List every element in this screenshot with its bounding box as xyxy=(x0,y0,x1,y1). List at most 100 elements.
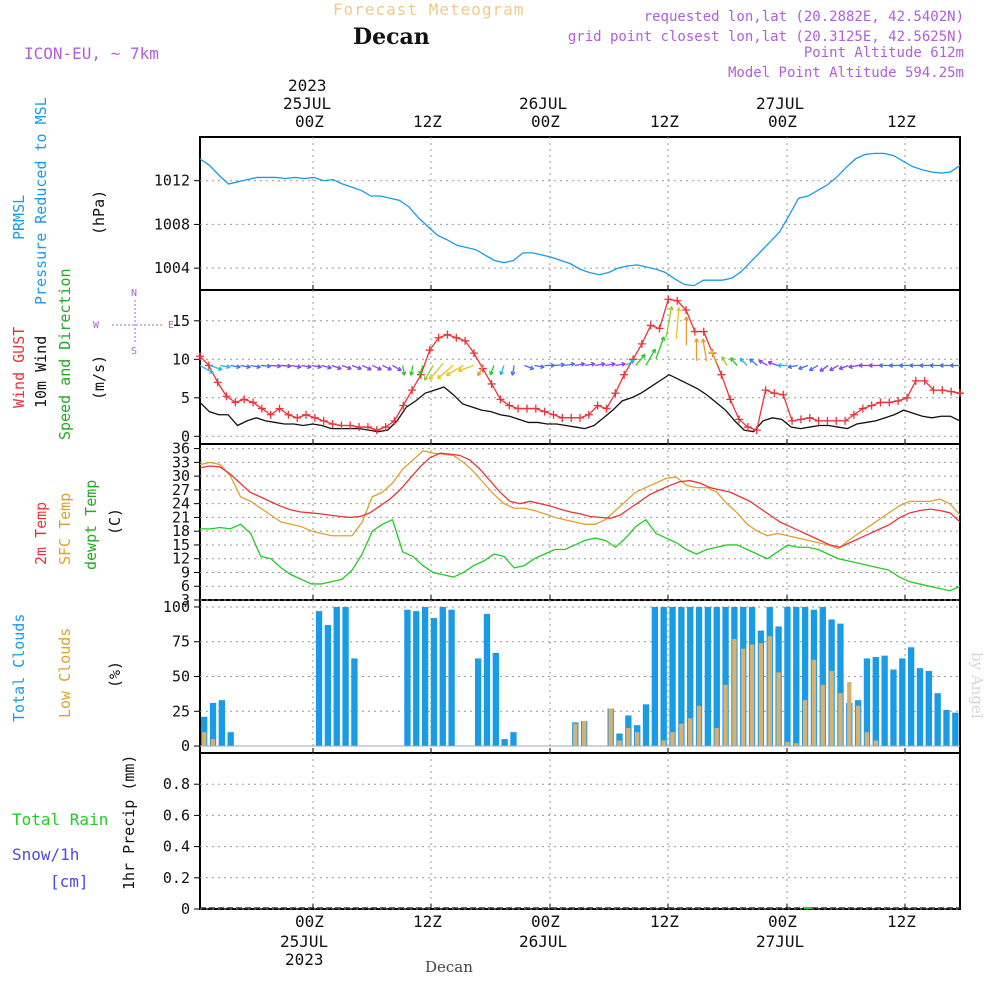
wind-direction-arrowhead xyxy=(489,370,494,376)
gust-line-marker xyxy=(735,415,744,424)
wind-direction-arrowhead xyxy=(621,361,626,367)
y-tick-label: 50 xyxy=(172,668,190,686)
wind-direction-arrow xyxy=(838,364,849,370)
wind-direction-arrowhead xyxy=(409,371,415,376)
total-cloud-bar xyxy=(642,704,650,747)
wind-direction-arrowhead xyxy=(397,366,402,372)
wind-direction-arrowhead xyxy=(401,371,407,376)
y-tick-label: 3 xyxy=(181,591,190,609)
gust-line-marker xyxy=(549,410,558,419)
gust-line-marker xyxy=(947,387,956,396)
low-cloud-bar xyxy=(626,727,631,747)
top-tick-5: 00Z xyxy=(768,112,797,131)
wind-direction-arrowhead xyxy=(266,363,272,369)
snow-label: Snow/1h xyxy=(12,845,80,864)
gust-line-marker xyxy=(302,410,311,419)
bottom-location: Decan xyxy=(425,958,473,976)
low-cloud-bar xyxy=(635,732,640,747)
low-cloud-bar xyxy=(758,643,764,747)
low-cloud-bar xyxy=(679,723,684,747)
wind-direction-arrow xyxy=(382,364,392,371)
total-cloud-bar xyxy=(784,606,791,747)
low-cloud-bar xyxy=(696,705,702,747)
y-tick-label: 5 xyxy=(181,389,190,407)
total-cloud-bar xyxy=(315,611,323,747)
location-title: Decan xyxy=(353,24,430,50)
gust-line-marker xyxy=(929,386,938,395)
y-tick-label: 1012 xyxy=(154,172,190,190)
gust-line-marker xyxy=(558,413,567,422)
total-cloud-bar xyxy=(510,732,517,747)
gust-line-marker xyxy=(832,416,841,425)
gust-line-marker xyxy=(275,404,284,413)
gust-line-marker xyxy=(505,401,514,410)
y-tick-label: 100 xyxy=(163,598,190,616)
wind-direction-arrowhead xyxy=(868,362,873,368)
total-cloud-bar xyxy=(687,606,694,747)
wind-direction-arrow xyxy=(331,364,342,370)
wind-direction-arrow xyxy=(392,364,402,372)
low-cloud-bar xyxy=(741,648,746,747)
wind-direction-arrowhead xyxy=(641,353,646,359)
watermark: by Angel xyxy=(968,652,986,719)
wind-direction-arrowhead xyxy=(357,365,362,371)
y-tick-label: 10 xyxy=(172,350,190,368)
rain-label: Total Rain xyxy=(12,810,109,829)
wind-direction-arrowhead xyxy=(676,307,682,312)
wind-direction-arrow xyxy=(524,364,534,370)
total-cloud-bar xyxy=(209,702,217,747)
total-cloud-bar xyxy=(881,655,888,747)
wind-direction-arrow xyxy=(739,357,748,366)
wind-direction-arrow xyxy=(710,350,718,366)
total-cloud-bar xyxy=(430,618,438,747)
y-tick-label: 0.4 xyxy=(163,838,190,856)
wind-direction-arrowhead xyxy=(428,375,434,381)
wind-direction-arrowhead xyxy=(418,370,423,376)
bottom-year: 2023 xyxy=(285,950,324,969)
total-cloud-bar xyxy=(218,700,226,747)
gust-line-marker xyxy=(487,379,496,388)
wind-direction-arrow xyxy=(371,364,382,371)
top-tick-6: 12Z xyxy=(887,112,916,131)
wind-direction-arrow xyxy=(240,364,251,368)
wind-direction-arrow xyxy=(758,359,768,367)
y-tick-label: 18 xyxy=(172,522,190,540)
bottom-tick-5: 00Z xyxy=(768,912,797,931)
gust-line-marker xyxy=(920,376,929,385)
gust-line-marker xyxy=(531,404,540,413)
wind-direction-arrowhead xyxy=(739,357,745,363)
wind-direction-arrowhead xyxy=(297,364,302,370)
y-tick-label: 33 xyxy=(172,453,190,471)
wind-direction-arrow xyxy=(230,364,241,368)
compass-n: N xyxy=(131,288,138,299)
total-cloud-bar xyxy=(890,669,897,747)
wind-direction-arrowhead xyxy=(236,364,241,370)
total-cloud-bar xyxy=(651,606,659,747)
2m-temp-line xyxy=(199,452,961,548)
total-cloud-bar xyxy=(925,670,932,747)
y-tick-label: 30 xyxy=(172,467,190,485)
gust-line-marker xyxy=(461,336,470,345)
wind-direction-arrow xyxy=(615,363,626,367)
wind-direction-arrow xyxy=(702,338,708,362)
wind-direction-arrow xyxy=(848,364,859,368)
wind-direction-arrowhead xyxy=(660,336,666,341)
y-tick-label: 0.8 xyxy=(163,775,190,793)
wind-direction-arrow xyxy=(511,365,515,376)
wind-direction-arrow xyxy=(423,365,434,381)
gust-line-marker xyxy=(902,393,911,402)
gust-line-marker xyxy=(646,321,655,330)
gust-line-marker xyxy=(779,390,788,399)
total-cloud-bar xyxy=(404,609,411,747)
low-cloud-bar xyxy=(820,684,825,747)
top-day-2: 26JUL xyxy=(519,94,568,113)
wind-direction-arrowhead xyxy=(730,357,735,362)
wind-direction-arrow xyxy=(428,362,444,380)
low-cloud-bar xyxy=(688,718,693,747)
gust-line-marker xyxy=(337,421,346,430)
bottom-tick-4: 12Z xyxy=(650,912,679,931)
low-cloud-bar xyxy=(776,672,781,747)
wind-direction-arrowhead xyxy=(276,363,282,369)
low-cloud-bar xyxy=(873,740,878,747)
wind-direction-arrowhead xyxy=(819,367,825,372)
